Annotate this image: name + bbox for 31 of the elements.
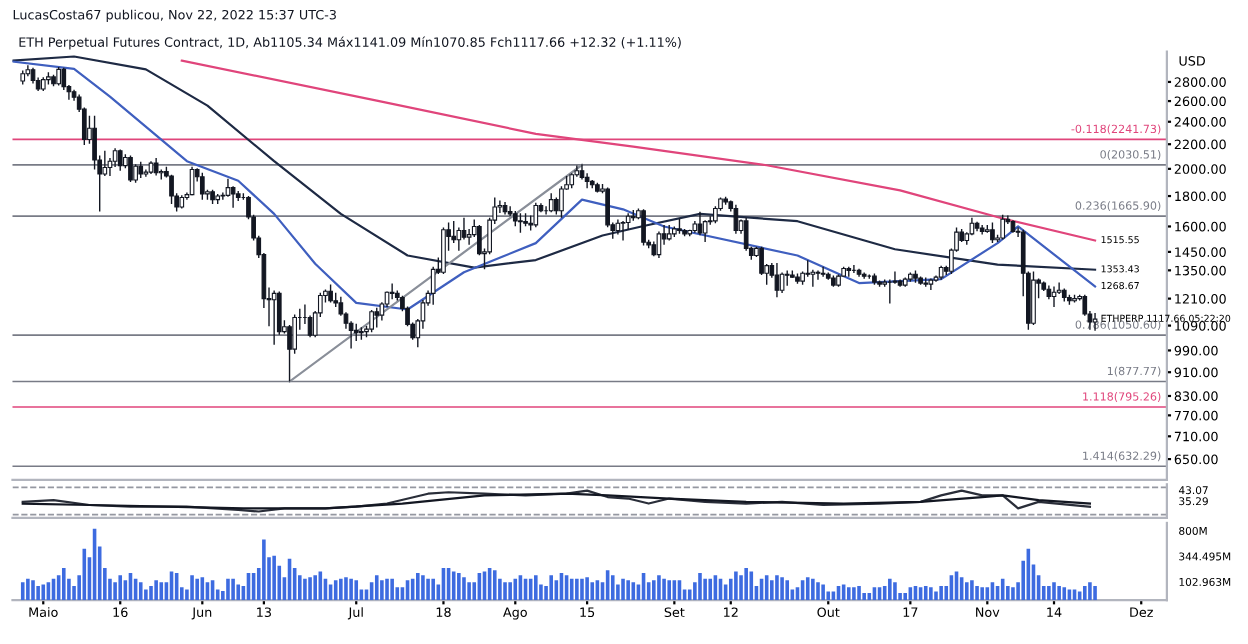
candlestick [102, 150, 108, 177]
candlestick [820, 266, 826, 277]
candlestick [979, 224, 985, 235]
candlestick [271, 290, 277, 345]
candlestick [287, 324, 292, 382]
candlestick [533, 202, 539, 228]
candlestick [1000, 214, 1006, 240]
candlestick [128, 155, 133, 183]
candlestick [199, 172, 205, 200]
candlestick [389, 283, 395, 300]
candlestick [143, 169, 149, 177]
candlestick [441, 227, 446, 274]
candlestick [1031, 271, 1036, 326]
candlestick [656, 231, 662, 258]
candlestick [518, 213, 523, 233]
candlestick [887, 279, 893, 304]
candlestick [990, 222, 995, 243]
candlestick [430, 266, 436, 305]
candlestick [733, 204, 739, 234]
candlestick [169, 174, 174, 205]
candlestick [25, 65, 31, 77]
candlestick [374, 307, 380, 328]
candlestick [641, 209, 646, 246]
candlestick [117, 149, 123, 171]
candlestick [230, 186, 236, 208]
candlestick [697, 211, 703, 236]
candlestick [559, 186, 564, 218]
candlestick [451, 220, 457, 243]
candlestick [702, 220, 708, 243]
candlestick [369, 309, 374, 333]
candlestick [620, 220, 626, 241]
